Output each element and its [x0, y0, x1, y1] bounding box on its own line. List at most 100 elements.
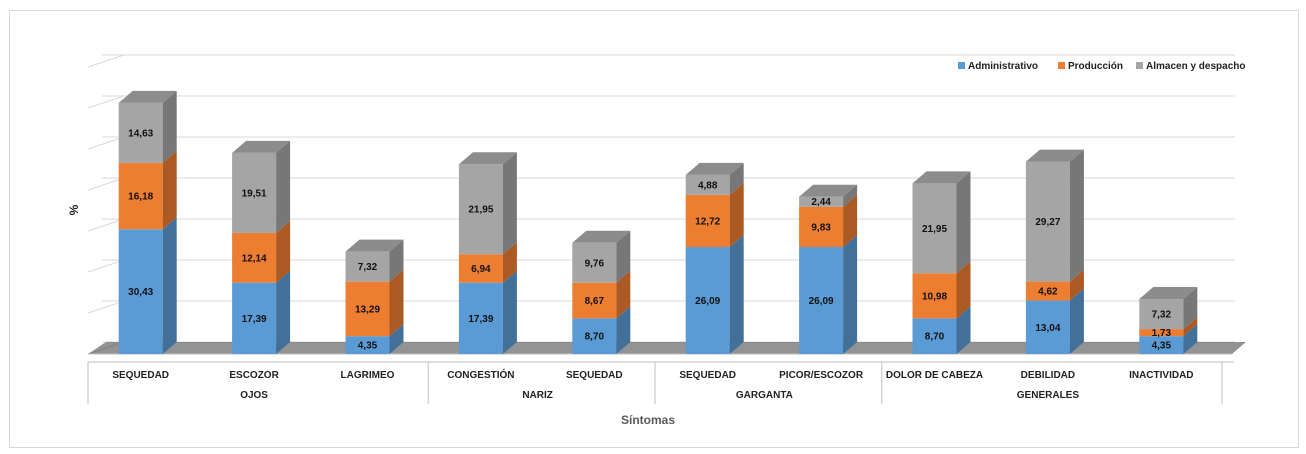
bar-side	[616, 306, 631, 354]
category-label: SEQUEDAD	[112, 370, 169, 381]
data-label: 13,04	[1035, 323, 1060, 334]
bar-front	[118, 229, 163, 354]
bar-side	[502, 270, 517, 354]
data-label: 6,94	[471, 264, 491, 275]
bar-segment: 26,09	[685, 235, 744, 354]
bar-segment: 12,14	[232, 220, 291, 283]
group-label: GENERALES	[1017, 390, 1080, 401]
bar-segment: 29,27	[1025, 149, 1084, 282]
bar-front	[799, 206, 844, 248]
bar-top	[685, 162, 744, 175]
data-label: 17,39	[468, 314, 493, 325]
bar-front	[1025, 161, 1070, 282]
group-label: NARIZ	[522, 390, 553, 401]
category-label: ESCOZOR	[229, 370, 279, 381]
gridline-side	[87, 259, 125, 273]
data-label: 8,70	[585, 332, 605, 343]
bar-segment: 17,39	[232, 270, 291, 354]
data-label: 1,73	[1152, 328, 1172, 339]
bar-front	[345, 251, 390, 282]
bar-side	[1183, 317, 1198, 337]
bar-top	[912, 171, 971, 184]
bar-side	[1069, 149, 1084, 282]
bar-segment: 13,29	[345, 269, 404, 337]
bar-front	[572, 318, 617, 354]
bar-side	[1069, 269, 1084, 301]
category-label: CONGESTIÓN	[447, 368, 514, 381]
bar-segment: 21,95	[458, 152, 517, 255]
x-axis: OJOS NARIZ GARGANTA GENERALES SEQUEDAD ESCOZO…	[87, 361, 1234, 404]
data-label: 17,39	[242, 314, 267, 325]
category-label: DEBILIDAD	[1021, 370, 1075, 381]
bar-segment: 4,35	[1139, 324, 1198, 354]
bar-segment: 14,63	[118, 90, 177, 163]
bar-side	[389, 269, 404, 337]
bar-segment: 6,94	[458, 242, 517, 283]
legend: Administrativo Producción Almacen y despac…	[958, 61, 1245, 72]
bar-front	[345, 281, 390, 337]
legend-label: Administrativo	[968, 61, 1038, 72]
bar-side	[616, 270, 631, 319]
gridline-side	[87, 300, 125, 314]
bar-segment: 2,44	[799, 184, 858, 208]
bar-segment: 8,70	[572, 306, 631, 354]
bar-side	[502, 242, 517, 283]
bar-top	[345, 239, 404, 252]
bar-side	[956, 306, 971, 354]
bar-segment: 4,35	[345, 324, 404, 354]
bar-front	[232, 152, 277, 233]
data-label: 8,70	[925, 332, 945, 343]
bar-front	[118, 102, 163, 163]
bar-front	[1139, 299, 1184, 330]
data-label: 7,32	[1152, 310, 1172, 321]
bar-front	[458, 164, 503, 255]
group-label: GARGANTA	[736, 390, 793, 401]
legend-swatch	[1058, 62, 1065, 69]
legend-label: Producción	[1068, 61, 1123, 72]
data-label: 30,43	[128, 287, 153, 298]
bar-segment: 9,76	[572, 230, 631, 283]
data-label: 10,98	[922, 291, 947, 302]
legend-swatch	[1136, 62, 1143, 69]
bar-segment: 13,04	[1025, 288, 1084, 354]
chart-frame	[9, 10, 1299, 448]
bar-segment: 21,95	[912, 171, 971, 274]
bar-side	[1183, 287, 1198, 330]
bar-front	[685, 174, 730, 195]
bar-side	[729, 235, 744, 354]
data-label: 4,35	[358, 341, 378, 352]
bar-segment: 4,62	[1025, 269, 1084, 301]
category-label: DOLOR DE CABEZA	[886, 370, 983, 381]
bar-front	[685, 194, 730, 248]
bar-top	[118, 90, 177, 103]
bar-side	[1183, 324, 1198, 354]
gridline-side	[87, 218, 125, 232]
data-label: 4,88	[698, 180, 718, 191]
bar-segment: 12,72	[685, 182, 744, 248]
bar-side	[1069, 288, 1084, 354]
bar-segment: 9,83	[799, 194, 858, 248]
bar-side	[389, 324, 404, 354]
group-label: OJOS	[240, 390, 268, 401]
x-axis-title: Síntomas	[621, 413, 675, 427]
data-label: 14,63	[128, 128, 153, 139]
bar-front	[345, 336, 390, 354]
bar-side	[502, 152, 517, 255]
bar-front	[912, 318, 957, 354]
bar-front	[912, 183, 957, 274]
bar-segment: 17,39	[458, 270, 517, 354]
bar-front	[232, 232, 277, 283]
bar-side	[616, 230, 631, 283]
bar-segment: 26,09	[799, 235, 858, 354]
bar-front	[1139, 336, 1184, 354]
legend-swatch	[958, 62, 965, 69]
bar-side	[729, 182, 744, 248]
bar-top	[1025, 149, 1084, 162]
bar-front	[458, 254, 503, 283]
data-label: 16,18	[128, 192, 153, 203]
gridline-side	[87, 54, 125, 68]
bar-side	[729, 162, 744, 195]
data-label: 21,95	[922, 224, 947, 235]
bar-side	[843, 194, 858, 248]
bar-side	[162, 150, 177, 230]
